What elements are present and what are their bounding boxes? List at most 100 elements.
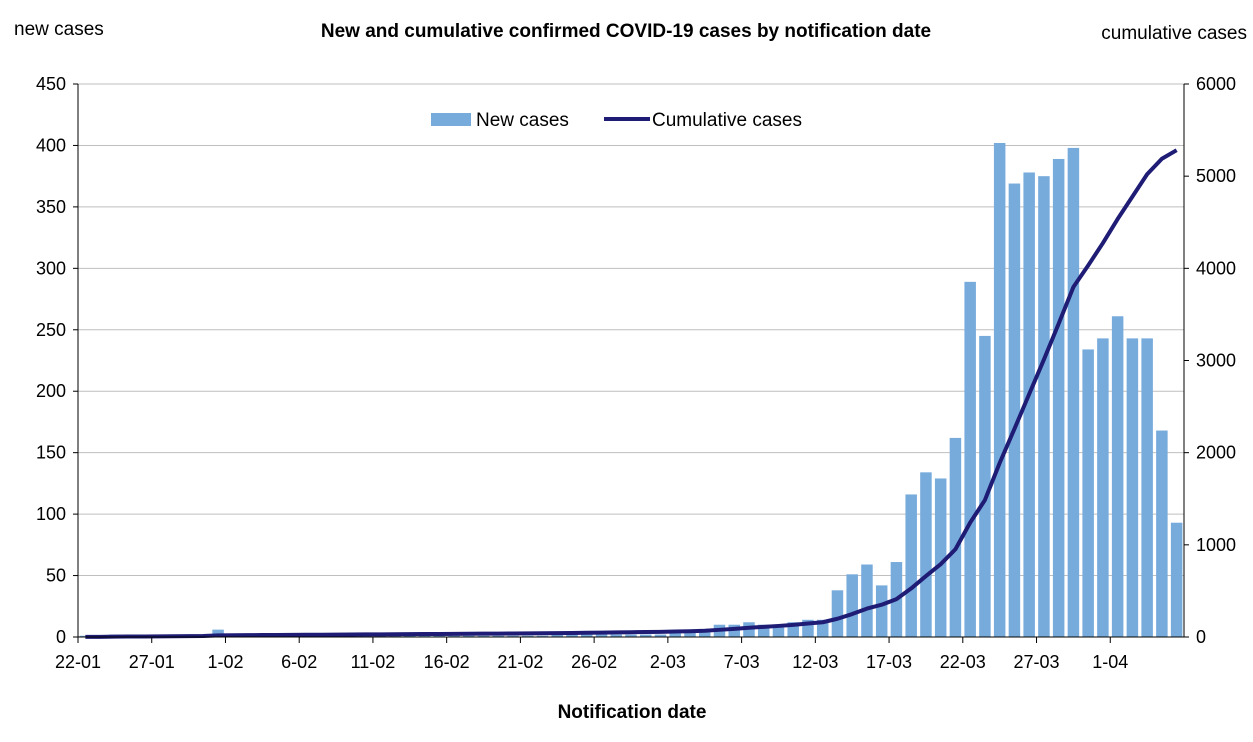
x-tick-label-6: 21-02: [497, 652, 543, 672]
left-y-tick-3: 150: [36, 443, 66, 463]
left-y-tick-6: 300: [36, 258, 66, 278]
bar-72: [1141, 338, 1153, 637]
x-tick-label-8: 2-03: [650, 652, 686, 672]
left-y-tick-labels: 0 50 100 150 200 250 300 350 400 450: [36, 74, 66, 647]
right-y-tick-4: 4000: [1196, 258, 1236, 278]
x-tick-labels: 22-01 27-01 1-02 6-02 11-02 16-02 21-02 26-02 2-…: [55, 652, 1128, 672]
x-tick-label-5: 16-02: [424, 652, 470, 672]
left-axis-title: new cases: [14, 19, 104, 40]
chart-title: New and cumulative confirmed COVID-19 ca…: [321, 21, 931, 42]
bar-46: [757, 624, 770, 637]
left-y-tick-9: 450: [36, 74, 66, 94]
x-tick-label-7: 26-02: [571, 652, 617, 672]
bar-40: [669, 633, 681, 637]
bar-24: [433, 635, 446, 637]
bar-21: [389, 635, 401, 637]
x-tick-label-9: 7-03: [724, 652, 760, 672]
bar-59: [949, 437, 962, 637]
bar-26: [463, 635, 475, 637]
bar-51: [831, 590, 844, 637]
bar-41: [684, 632, 696, 637]
cumulative-line: [85, 148, 1178, 639]
right-axis-title: cumulative cases: [1101, 23, 1247, 44]
x-axis-title: Notification date: [558, 702, 707, 723]
right-y-tick-1: 1000: [1196, 535, 1236, 555]
left-y-tick-1: 50: [46, 566, 66, 586]
bar-66: [1052, 158, 1065, 637]
bar-34: [581, 634, 593, 637]
bar-57: [920, 472, 932, 637]
bar-49: [802, 619, 814, 637]
bar-38: [639, 634, 652, 637]
right-y-tick-0: 0: [1196, 627, 1206, 647]
bar-37: [625, 634, 637, 637]
bar-30: [522, 635, 534, 637]
bar-71: [1126, 338, 1139, 637]
left-y-tick-4: 200: [36, 381, 66, 401]
x-tick-label-14: 1-04: [1092, 652, 1128, 672]
legend-swatch-new-cases: [431, 113, 471, 126]
x-tick-label-13: 27-03: [1014, 652, 1060, 672]
bar-58: [934, 478, 947, 637]
bar-9: [212, 629, 224, 637]
bar-29: [507, 635, 519, 637]
bar-33: [566, 634, 578, 637]
x-tick-label-0: 22-01: [55, 652, 101, 672]
right-y-tick-6: 6000: [1196, 74, 1236, 94]
bar-53: [861, 564, 873, 637]
bar-70: [1111, 316, 1124, 637]
bars-new-cases: [79, 142, 1183, 638]
x-tick-label-11: 17-03: [866, 652, 912, 672]
bar-48: [787, 622, 799, 637]
bar-60: [964, 281, 976, 637]
bar-52: [846, 574, 858, 637]
bar-39: [654, 634, 667, 637]
axes: [73, 83, 1189, 643]
bar-67: [1067, 147, 1080, 637]
left-y-tick-5: 250: [36, 320, 66, 340]
bar-23: [418, 635, 431, 637]
right-y-tick-3: 3000: [1196, 351, 1236, 371]
left-y-tick-2: 100: [36, 504, 66, 524]
x-tick-label-10: 12-03: [792, 652, 838, 672]
bar-20: [374, 635, 387, 637]
x-tick-label-4: 11-02: [351, 652, 396, 672]
bar-74: [1170, 522, 1183, 637]
bar-69: [1097, 338, 1109, 637]
right-y-tick-5: 5000: [1196, 166, 1236, 186]
bar-22: [404, 635, 416, 637]
bar-47: [772, 624, 785, 637]
gridlines: [78, 83, 1184, 577]
bar-64: [1023, 172, 1035, 638]
left-y-tick-0: 0: [56, 627, 66, 647]
bar-68: [1082, 349, 1094, 637]
left-y-tick-8: 400: [36, 135, 66, 155]
bar-28: [492, 635, 505, 637]
bar-50: [816, 619, 829, 637]
x-tick-label-2: 1-02: [207, 652, 243, 672]
bar-35: [595, 634, 608, 637]
legend-label-new-cases: New cases: [476, 110, 569, 131]
bar-61: [979, 335, 991, 637]
x-tick-label-1: 27-01: [129, 652, 175, 672]
bar-36: [610, 634, 623, 637]
bar-32: [551, 634, 564, 637]
bar-42: [698, 630, 711, 637]
legend-label-cumulative-cases: Cumulative cases: [652, 110, 802, 131]
right-y-tick-2: 2000: [1196, 443, 1236, 463]
x-tick-label-3: 6-02: [281, 652, 317, 672]
bar-54: [875, 585, 888, 637]
bar-63: [1008, 183, 1021, 638]
bar-56: [905, 494, 917, 637]
legend: New cases Cumulative cases: [431, 110, 802, 131]
line-cumulative-cases: [85, 148, 1178, 639]
left-y-tick-7: 350: [36, 197, 66, 217]
bar-65: [1038, 176, 1050, 637]
bar-31: [536, 635, 549, 637]
bar-27: [477, 635, 490, 637]
bar-25: [448, 635, 460, 637]
x-tick-label-12: 22-03: [940, 652, 986, 672]
bar-73: [1156, 430, 1168, 637]
bar-62: [993, 142, 1006, 637]
